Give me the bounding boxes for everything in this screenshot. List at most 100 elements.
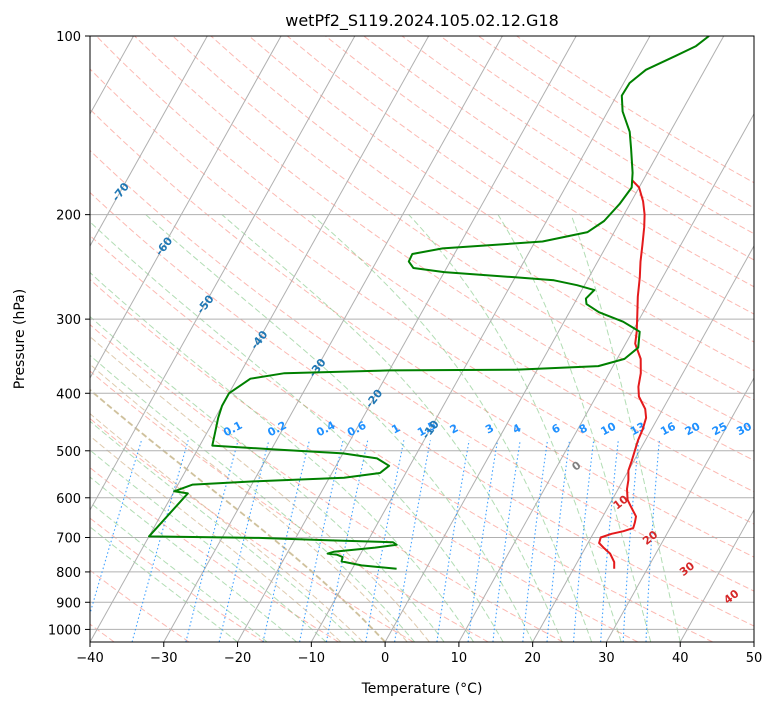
- temperature-profile: [598, 179, 648, 569]
- y-tick-label: 700: [56, 532, 81, 547]
- mixing-ratio-line: [492, 440, 521, 642]
- y-tick-label: 100: [56, 30, 81, 45]
- mixing-ratio-line: [572, 440, 595, 642]
- moist-adiabat-line: [570, 214, 681, 642]
- plot-area: 0.10.20.40.611.52346810131620253036-100-…: [90, 36, 754, 642]
- y-tick-label: 900: [56, 596, 81, 611]
- mixing-ratio-line: [600, 440, 619, 642]
- moist-adiabat-line: [408, 214, 622, 642]
- isotherm-line: [90, 36, 430, 642]
- mixing-ratio-label: 25: [710, 420, 730, 439]
- x-tick-label: −20: [224, 651, 251, 666]
- mixing-ratio-line: [262, 440, 310, 642]
- moist-adiabat-line: [221, 214, 563, 642]
- plot-frame: [89, 35, 755, 643]
- wet-bulb-line: [90, 435, 342, 642]
- dry-adiabat-line: [363, 36, 754, 288]
- y-tick-label: 500: [56, 445, 81, 460]
- mixing-ratio-line: [622, 440, 640, 642]
- dry-adiabat-line: [286, 36, 754, 343]
- mixing-ratio-line: [522, 440, 549, 642]
- y-tick-label: 1000: [48, 623, 81, 638]
- mixing-ratio-line: [299, 440, 344, 642]
- mixing-ratio-line: [218, 440, 270, 642]
- y-tick-label: 600: [56, 492, 81, 507]
- x-tick-label: 20: [524, 651, 541, 666]
- y-tick-label: 800: [56, 566, 81, 581]
- moist-adiabat-line: [497, 214, 652, 642]
- dry-adiabat-line: [90, 191, 754, 627]
- mixing-ratio-label: 20: [683, 419, 703, 438]
- mixing-ratio-label: 10: [599, 419, 619, 438]
- y-tick-label: 300: [56, 313, 81, 328]
- dry-adiabat-line: [325, 36, 754, 315]
- x-tick-label: 10: [451, 651, 468, 666]
- isotherm-line: [163, 36, 503, 642]
- mixing-ratio-line: [185, 440, 239, 642]
- mixing-ratio-line: [467, 440, 499, 642]
- wet-bulb-line: [90, 388, 386, 642]
- x-tick-label: −40: [76, 651, 103, 666]
- mixing-ratio-line: [325, 440, 369, 642]
- isotherm-line: [458, 112, 754, 642]
- mixing-ratio-line: [546, 440, 571, 642]
- isotherm-line: [532, 244, 754, 642]
- mixing-ratio-line: [90, 440, 143, 616]
- isotherm-line: [679, 508, 754, 642]
- y-axis: 100 200 300 400 500 600 700 800 900 1000: [48, 30, 90, 638]
- moist-adiabat-line: [145, 214, 534, 642]
- dry-adiabat-line: [248, 36, 754, 372]
- moist-adiabat-line: [90, 271, 475, 642]
- mixing-ratio-line: [131, 440, 189, 642]
- dry-adiabat-line: [90, 517, 265, 642]
- moist-adiabat-line: [90, 501, 268, 642]
- x-tick-label: −10: [298, 651, 325, 666]
- dry-adiabat-line: [172, 36, 754, 431]
- dry-adiabat-line: [90, 278, 639, 642]
- dry-adiabat-line: [90, 149, 754, 592]
- isotherm-line: [90, 36, 208, 247]
- dry-adiabat-line: [90, 466, 339, 642]
- moist-adiabat-line: [90, 476, 297, 642]
- x-tick-label: 40: [672, 651, 689, 666]
- moist-adiabat-line: [311, 214, 593, 642]
- mixing-ratio-line: [394, 440, 431, 642]
- y-tick-label: 400: [56, 387, 81, 402]
- y-axis-label: Pressure (hPa): [12, 289, 28, 389]
- moist-adiabat-line: [90, 315, 445, 642]
- moist-adiabat-line: [90, 354, 415, 642]
- dry-adiabat-line: [90, 324, 564, 642]
- moist-adiabat-line: [90, 420, 356, 642]
- dry-adiabat-line: [210, 36, 754, 401]
- mixing-ratio-label: 30: [734, 419, 754, 438]
- wet-bulb-line: [90, 335, 430, 642]
- mixing-ratio-line: [645, 440, 660, 642]
- dewpoint-profile: [148, 36, 710, 570]
- y-tick-label: 200: [56, 209, 81, 224]
- mixing-ratio-label: 13: [628, 420, 648, 439]
- x-tick-label: 0: [381, 651, 389, 666]
- wet-bulb-line: [90, 363, 408, 642]
- x-tick-label: −30: [150, 651, 177, 666]
- mixing-ratio-label: 16: [658, 419, 678, 438]
- dry-adiabat-line: [95, 36, 754, 493]
- mixing-ratio-line: [436, 440, 470, 642]
- dry-adiabat-line: [90, 569, 190, 642]
- x-axis: −40 −30 −20 −10 0 10 20 30 40 50: [76, 642, 762, 666]
- dry-adiabat-line: [134, 36, 754, 462]
- moist-adiabat-line: [90, 449, 327, 642]
- x-tick-label: 50: [746, 651, 763, 666]
- moist-adiabat-line: [90, 221, 504, 642]
- dry-adiabat-line: [90, 68, 754, 525]
- isotherm-line: [384, 36, 725, 642]
- isotherm-line: [90, 36, 282, 379]
- isotherm-line: [90, 36, 356, 511]
- dry-adiabat-line: [90, 234, 713, 642]
- x-axis-label: Temperature (°C): [361, 681, 483, 697]
- mixing-ratio-line: [365, 440, 405, 642]
- chart-title: wetPf2_S119.2024.105.02.12.G18: [285, 11, 559, 31]
- isotherm-line: [237, 36, 577, 642]
- isotherm-line: [606, 376, 754, 642]
- x-tick-label: 30: [598, 651, 615, 666]
